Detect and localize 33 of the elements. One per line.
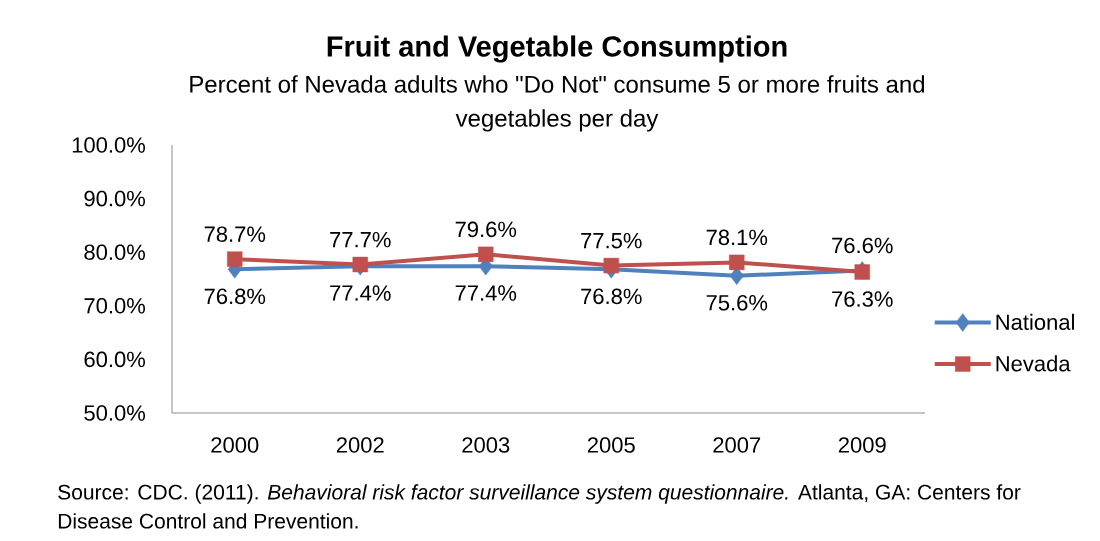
data-label: 77.4% [330,285,391,301]
text: Source: CDC. (2011). Behavioral risk factor surveillance system questionnaire. Atlanta, GA: Centers for Disease Control and Prevention. [58,484,1021,529]
data-label: 76.6% [832,237,893,254]
legend-label: Nevada [996,355,1071,372]
point [227,251,243,267]
y-tick-label: 80.0% [84,244,146,260]
data-label: 79.6% [455,221,517,238]
data-label: 77.7% [330,231,391,248]
data-label: 76.8% [204,288,266,305]
data-label: 78.7% [204,226,266,242]
point [729,254,745,271]
y-tick-label: 70.0% [84,298,146,314]
y-tick-label: 60.0% [84,351,146,368]
data-label: 75.6% [706,294,768,311]
x-tick-label: 2009 [838,437,886,453]
x-tick-label: 2002 [336,437,384,453]
data-label: 78.1% [706,229,768,246]
data-label: 76.3% [832,291,893,307]
y-tick-label: 100.0% [72,137,145,153]
data-label: 77.5% [581,232,642,249]
chart-subtitle: Percent of Nevada adults who "Do Not" consume 5 or more fruits and vegetables per day [190,75,925,132]
y-tick-label: 50.0% [84,405,146,421]
point [603,257,619,274]
y-tick-label: 90.0% [84,190,146,207]
x-tick-label: 2000 [211,437,259,453]
x-tick-label: 2003 [462,437,510,453]
x-tick-label: 2005 [587,437,635,453]
legend-label: National [996,313,1074,331]
data-label: 77.4% [455,285,517,301]
x-tick-label: 2007 [713,437,761,453]
data-label: 76.8% [581,288,642,305]
chart-title: Fruit and Vegetable Consumption [327,35,787,63]
point [478,246,494,263]
